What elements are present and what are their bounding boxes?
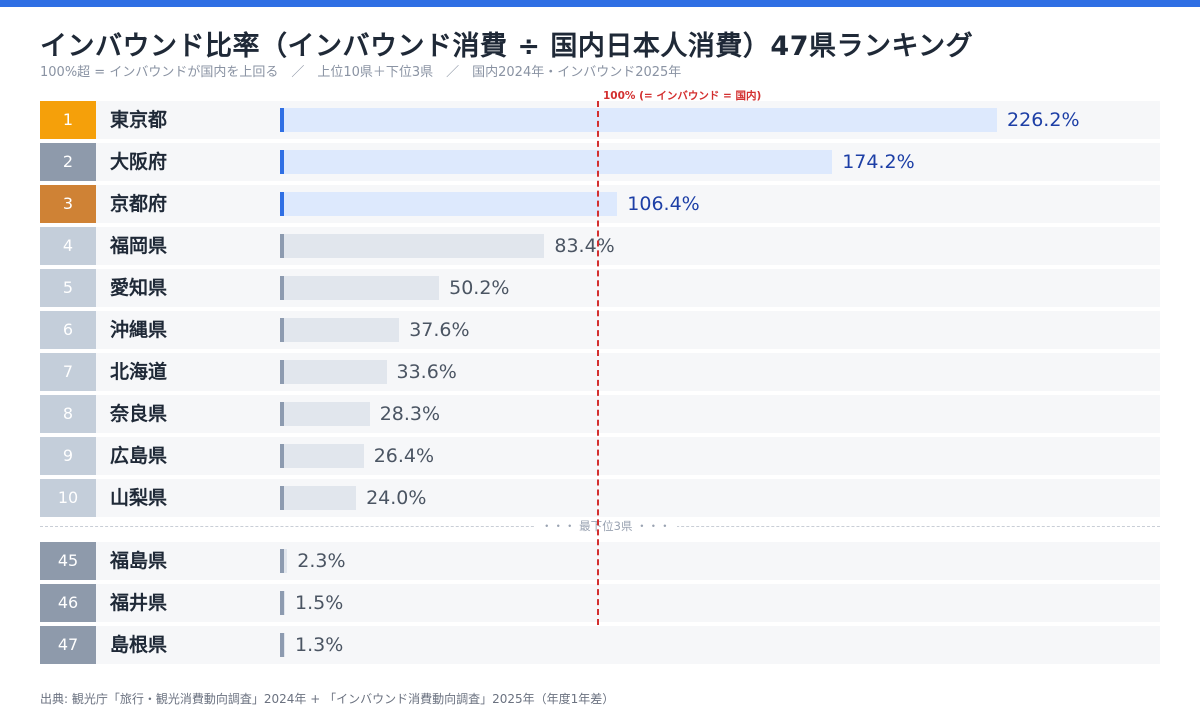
rank-badge: 7 [40,353,96,391]
rank-badge: 1 [40,101,96,139]
ratio-value-label: 26.4% [373,445,435,467]
prefecture-name: 広島県 [110,445,168,467]
ratio-bar [280,360,387,384]
ratio-value-label: 83.4% [554,235,615,257]
ratio-bar [280,108,998,132]
ranking-row: 2 大阪府 174.2% [40,143,1160,181]
ratio-bar [280,234,545,258]
reference-line-label: 100% (= インバウンド = 国内) [603,90,762,102]
chart-title: インバウンド比率（インバウンド消費 ÷ 国内日本人消費）47県ランキング [40,31,974,62]
rank-badge: 45 [40,542,96,580]
rank-badge: 9 [40,437,96,475]
ratio-value-label: 37.6% [409,319,470,341]
ranking-row: 6 沖縄県 37.6% [40,311,1160,349]
prefecture-name: 奈良県 [110,403,168,425]
prefecture-name: 愛知県 [110,277,168,299]
ranking-row: 9 広島県 26.4% [40,437,1160,475]
rank-badge: 2 [40,143,96,181]
prefecture-name: 東京都 [110,109,168,131]
top-accent-bar [0,0,1200,7]
ratio-value-label: 2.3% [297,550,346,572]
ratio-bar [280,318,400,342]
ratio-bar [280,486,357,510]
ranking-row: 8 奈良県 28.3% [40,395,1160,433]
rank-badge: 6 [40,311,96,349]
rank-badge: 46 [40,584,96,622]
prefecture-name: 北海道 [110,361,168,383]
ranking-row: 4 福岡県 83.4% [40,227,1160,265]
ratio-value-label: 226.2% [1007,109,1080,131]
bottom-separator-label: ・・・ 最下位3県 ・・・ [535,518,677,534]
ratio-value-label: 174.2% [842,151,915,173]
ratio-bar [280,150,833,174]
ranking-row: 7 北海道 33.6% [40,353,1160,391]
ranking-row: 3 京都府 106.4% [40,185,1160,223]
prefecture-name: 島根県 [110,634,168,656]
ratio-bar [280,591,285,615]
rank-badge: 47 [40,626,96,664]
ratio-bar [280,276,440,300]
ratio-bar [280,402,370,426]
ranking-row: 45 福島県 2.3% [40,542,1160,580]
ranking-row: 5 愛知県 50.2% [40,269,1160,307]
prefecture-name: 京都府 [110,193,168,215]
rank-badge: 5 [40,269,96,307]
ratio-bar [280,192,618,216]
prefecture-name: 大阪府 [110,151,168,173]
prefecture-name: 沖縄県 [110,319,168,341]
ratio-bar [280,444,364,468]
rank-badge: 10 [40,479,96,517]
ratio-value-label: 106.4% [627,193,700,215]
reference-line-100 [597,101,599,625]
ratio-value-label: 28.3% [379,403,441,425]
prefecture-name: 福島県 [110,550,168,572]
ratio-value-label: 24.0% [366,487,427,509]
prefecture-name: 福井県 [110,592,168,614]
source-note: 出典: 観光庁「旅行・観光消費動向調査」2024年 + 「インバウンド消費動向調… [40,692,615,706]
ratio-value-label: 1.5% [295,592,344,614]
ranking-row: 10 山梨県 24.0% [40,479,1160,517]
rank-badge: 8 [40,395,96,433]
ratio-bar [280,633,285,657]
ranking-row: 1 東京都 226.2% [40,101,1160,139]
ranking-row: 46 福井県 1.5% [40,584,1160,622]
prefecture-name: 山梨県 [110,487,168,509]
ratio-value-label: 33.6% [396,361,457,383]
rank-badge: 4 [40,227,96,265]
prefecture-name: 福岡県 [110,235,168,257]
ranking-row: 47 島根県 1.3% [40,626,1160,664]
ratio-value-label: 50.2% [449,277,510,299]
chart-subtitle: 100%超 = インバウンドが国内を上回る ／ 上位10県＋下位3県 ／ 国内2… [40,65,682,80]
ratio-value-label: 1.3% [295,634,344,656]
ratio-bar [280,549,288,573]
rank-badge: 3 [40,185,96,223]
